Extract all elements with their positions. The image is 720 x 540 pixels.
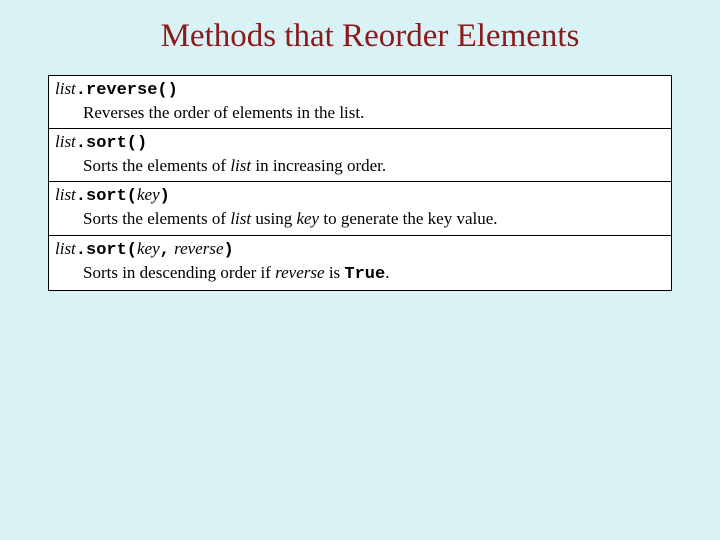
sig-method: reverse() (86, 81, 178, 100)
sig-dot: . (76, 187, 86, 206)
method-description: Reverses the order of elements in the li… (55, 102, 665, 124)
sig-param: reverse (174, 239, 223, 258)
table-row: list.sort(key, reverse) Sorts in descend… (49, 235, 672, 290)
desc-mono: True (344, 265, 385, 284)
sig-param: key (137, 185, 160, 204)
method-signature: list.reverse() (55, 79, 178, 98)
method-description: Sorts in descending order if reverse is … (55, 262, 665, 286)
sig-list: list (55, 132, 76, 151)
sig-method: ) (160, 187, 170, 206)
desc-italic: list (230, 209, 251, 228)
table-row: list.sort() Sorts the elements of list i… (49, 129, 672, 182)
table-row: list.sort(key) Sorts the elements of lis… (49, 182, 672, 235)
method-signature: list.sort() (55, 132, 147, 151)
sig-list: list (55, 185, 76, 204)
desc-text: Reverses the order of elements in the li… (83, 103, 364, 122)
sig-list: list (55, 239, 76, 258)
desc-text: in increasing order. (251, 156, 386, 175)
method-description: Sorts the elements of list in increasing… (55, 155, 665, 177)
desc-italic: reverse (275, 263, 324, 282)
table-cell: list.sort(key) Sorts the elements of lis… (49, 182, 672, 235)
sig-method: sort( (86, 241, 137, 260)
desc-italic: key (296, 209, 319, 228)
sig-method: sort() (86, 134, 147, 153)
desc-text: Sorts the elements of (83, 156, 230, 175)
desc-text: to generate the key value. (319, 209, 497, 228)
method-description: Sorts the elements of list using key to … (55, 208, 665, 230)
sig-list: list (55, 79, 76, 98)
desc-text: Sorts in descending order if (83, 263, 275, 282)
sig-dot: . (76, 81, 86, 100)
table-cell: list.sort() Sorts the elements of list i… (49, 129, 672, 182)
sig-dot: . (76, 241, 86, 260)
desc-text: using (251, 209, 296, 228)
slide: Methods that Reorder Elements list.rever… (0, 0, 720, 540)
sig-method: ) (224, 241, 234, 260)
sig-method: sort( (86, 187, 137, 206)
desc-text: Sorts the elements of (83, 209, 230, 228)
sig-comma: , (160, 241, 170, 260)
desc-italic: list (230, 156, 251, 175)
method-signature: list.sort(key) (55, 185, 170, 204)
table-row: list.reverse() Reverses the order of ele… (49, 76, 672, 129)
table-cell: list.reverse() Reverses the order of ele… (49, 76, 672, 129)
sig-dot: . (76, 134, 86, 153)
sig-param: key (137, 239, 160, 258)
method-signature: list.sort(key, reverse) (55, 239, 234, 258)
methods-table: list.reverse() Reverses the order of ele… (48, 75, 672, 291)
desc-text: is (325, 263, 345, 282)
slide-title: Methods that Reorder Elements (68, 18, 672, 55)
table-cell: list.sort(key, reverse) Sorts in descend… (49, 235, 672, 290)
desc-text: . (385, 263, 389, 282)
